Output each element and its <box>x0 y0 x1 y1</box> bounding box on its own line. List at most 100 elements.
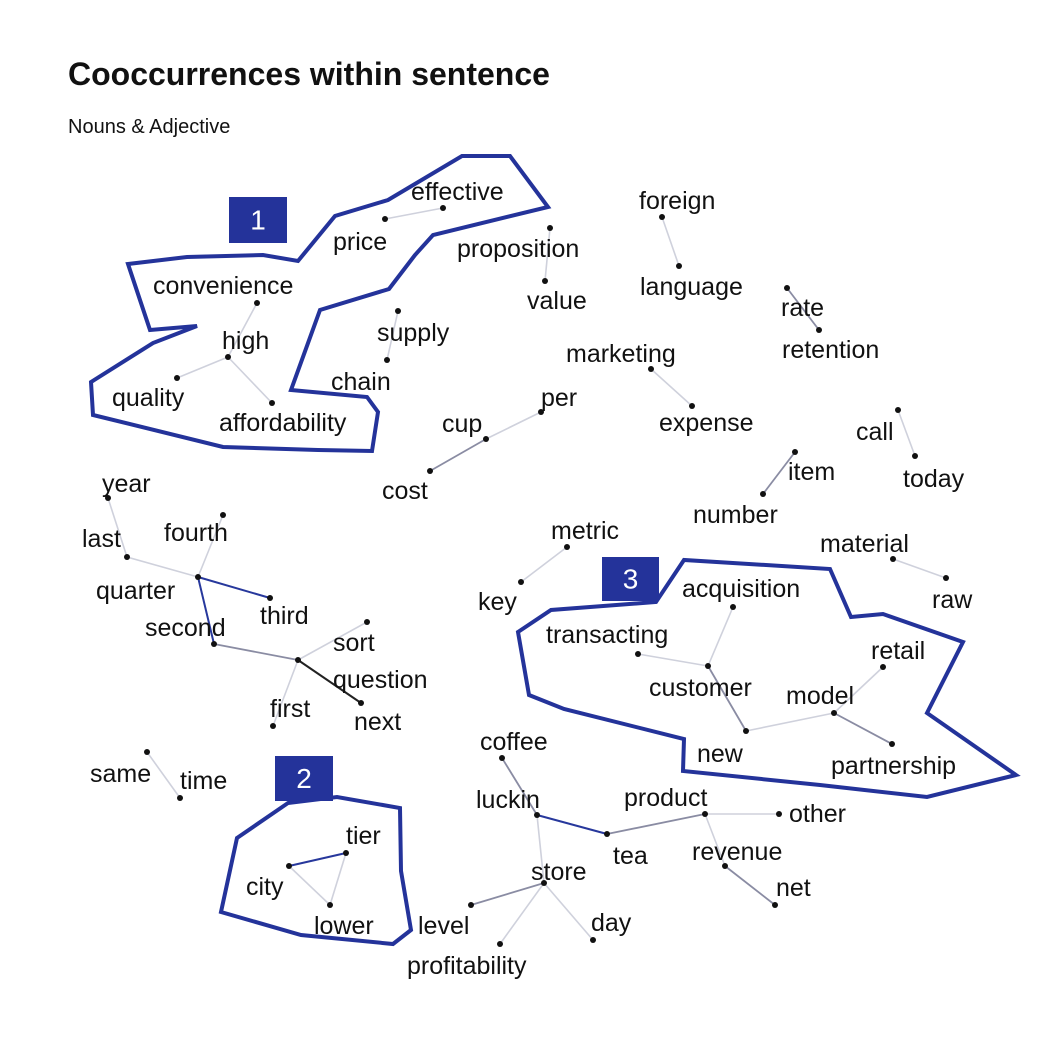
node-label-proposition: proposition <box>457 235 579 263</box>
node-dot-supply <box>395 308 401 314</box>
node-sort: sort <box>333 619 375 657</box>
edge-tier-city <box>288 852 347 867</box>
edge-high-quality <box>176 356 229 379</box>
node-dot-profitability <box>497 941 503 947</box>
node-third: third <box>260 595 309 630</box>
node-per: per <box>538 384 577 415</box>
edge-layer <box>107 207 947 945</box>
edge-tier-lower <box>329 852 347 906</box>
node-same: same <box>90 749 151 788</box>
node-dot-value <box>542 278 548 284</box>
node-label-cup: cup <box>442 410 482 438</box>
node-store: store <box>531 858 587 886</box>
node-label-same: same <box>90 760 151 788</box>
node-label-fourth: fourth <box>164 519 228 547</box>
cluster-3-badge-box <box>602 557 659 601</box>
node-acquisition: acquisition <box>682 575 800 610</box>
cluster-1-badge-label: 1 <box>250 205 266 236</box>
node-dot-second <box>211 641 217 647</box>
node-item: item <box>788 449 835 486</box>
node-dot-same <box>144 749 150 755</box>
node-label-retail: retail <box>871 637 925 665</box>
node-dot-cost <box>427 468 433 474</box>
node-label-retention: retention <box>782 336 879 364</box>
node-label-rate: rate <box>781 294 824 322</box>
node-label-luckin: luckin <box>476 786 540 814</box>
node-dot-language <box>676 263 682 269</box>
edge-year-last <box>107 497 128 558</box>
edge-material-raw <box>892 558 947 579</box>
node-label-second: second <box>145 614 226 642</box>
node-dot-tea <box>604 831 610 837</box>
edge-question-next <box>297 659 362 704</box>
edge-proposition-value <box>544 227 551 282</box>
node-label-today: today <box>903 465 965 493</box>
cluster-3-badge: 3 <box>602 557 659 601</box>
edge-question-first <box>272 659 299 727</box>
node-profitability: profitability <box>407 941 527 980</box>
node-revenue: revenue <box>692 838 782 869</box>
cluster-1-badge-box <box>229 197 287 243</box>
edge-product-revenue <box>704 813 726 867</box>
node-dot-fourth <box>220 512 226 518</box>
node-dot-net <box>772 902 778 908</box>
node-label-level: level <box>418 912 469 940</box>
edge-same-time <box>146 751 181 799</box>
node-label-item: item <box>788 458 835 486</box>
node-label-key: key <box>478 588 517 616</box>
node-label-question: question <box>333 666 428 694</box>
node-luckin: luckin <box>476 786 540 818</box>
node-dot-other <box>776 811 782 817</box>
edge-store-day <box>543 882 594 941</box>
node-affordability: affordability <box>219 400 347 437</box>
node-net: net <box>772 874 811 908</box>
node-quarter: quarter <box>96 574 201 605</box>
node-effective: effective <box>411 178 504 211</box>
node-call: call <box>856 407 901 446</box>
node-dot-cup <box>483 436 489 442</box>
node-label-chain: chain <box>331 368 391 396</box>
node-label-new: new <box>697 740 744 768</box>
node-dot-last <box>124 554 130 560</box>
node-fourth: fourth <box>164 512 228 547</box>
node-dot-third <box>267 595 273 601</box>
node-dot-revenue <box>722 863 728 869</box>
node-label-store: store <box>531 858 587 886</box>
node-label-foreign: foreign <box>639 187 715 215</box>
node-dot-item <box>792 449 798 455</box>
node-tier: tier <box>343 822 381 856</box>
node-label-third: third <box>260 602 309 630</box>
node-customer: customer <box>649 663 752 702</box>
edge-cup-cost <box>429 438 487 472</box>
node-day: day <box>590 909 632 943</box>
node-material: material <box>820 530 909 562</box>
node-label-tea: tea <box>613 842 648 870</box>
node-label-quality: quality <box>112 384 185 412</box>
node-dot-key <box>518 579 524 585</box>
node-dot-coffee <box>499 755 505 761</box>
node-label-profitability: profitability <box>407 952 527 980</box>
node-label-next: next <box>354 708 401 736</box>
node-dot-effective <box>440 205 446 211</box>
node-label-raw: raw <box>932 586 973 614</box>
node-second: second <box>145 614 226 647</box>
node-label-model: model <box>786 682 854 710</box>
node-label-high: high <box>222 327 269 355</box>
node-dot-lower <box>327 902 333 908</box>
node-chain: chain <box>331 357 391 396</box>
node-label-acquisition: acquisition <box>682 575 800 603</box>
edge-effective-price <box>384 207 444 220</box>
edge-rate-retention <box>786 287 820 331</box>
node-label-price: price <box>333 228 387 256</box>
node-dot-store <box>541 880 547 886</box>
node-label-value: value <box>527 287 587 315</box>
node-label-material: material <box>820 530 909 558</box>
node-dot-retention <box>816 327 822 333</box>
node-label-metric: metric <box>551 517 619 545</box>
node-dot-rate <box>784 285 790 291</box>
node-lower: lower <box>314 902 374 940</box>
node-cost: cost <box>382 468 433 505</box>
node-dot-raw <box>943 575 949 581</box>
node-dot-chain <box>384 357 390 363</box>
node-label-sort: sort <box>333 629 375 657</box>
